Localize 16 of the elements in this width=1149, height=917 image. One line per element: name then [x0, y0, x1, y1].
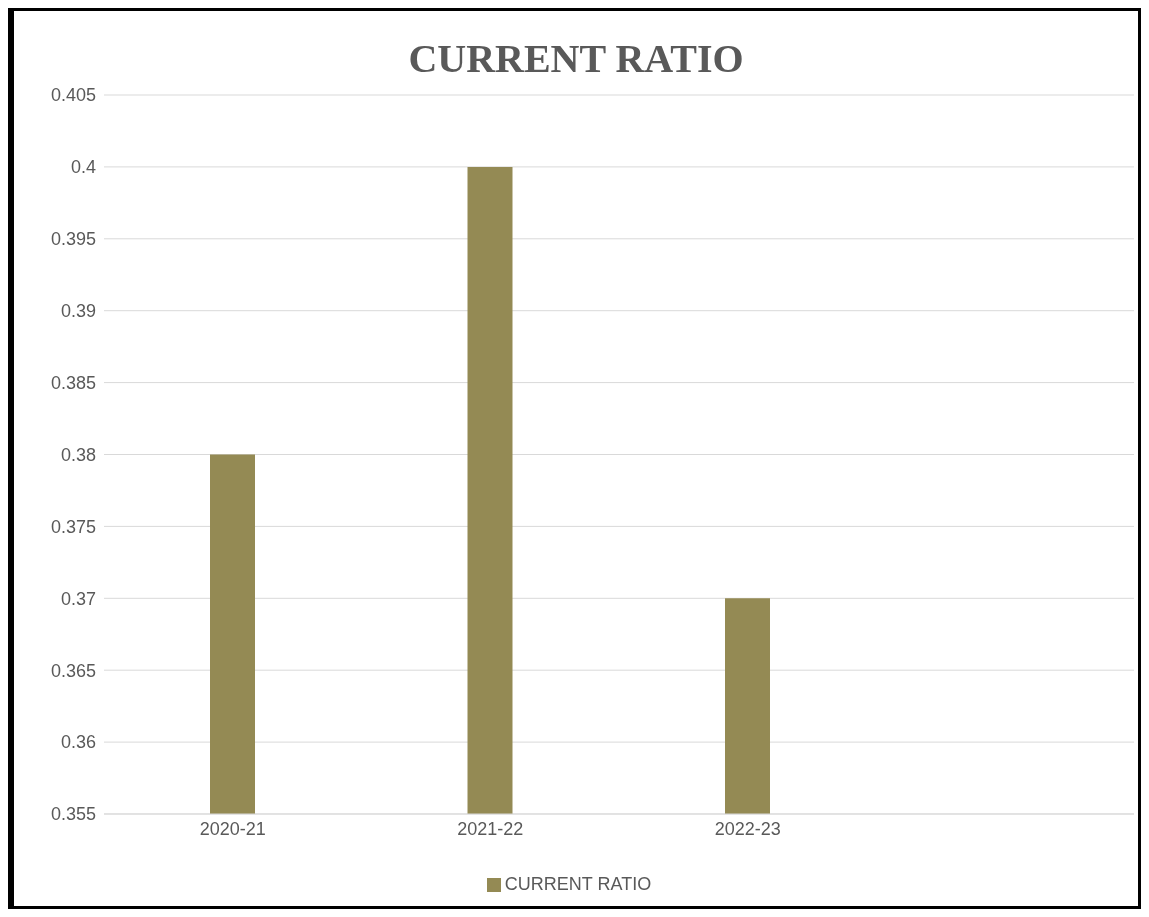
y-tick-label: 0.375: [50, 516, 96, 537]
y-tick-label: 0.395: [50, 229, 96, 250]
y-tick-label: 0.38: [60, 444, 96, 465]
x-tick-label: 2021-22: [457, 818, 524, 839]
y-tick-label: 0.365: [50, 660, 96, 681]
y-tick-label: 0.385: [50, 372, 96, 393]
x-tick-label: 2022-23: [714, 818, 781, 839]
y-tick-label: 0.37: [60, 588, 96, 609]
x-tick-label: 2020-21: [199, 818, 266, 839]
y-tick-label: 0.36: [60, 732, 96, 753]
chart-title: CURRENT RATIO: [407, 35, 745, 83]
y-tick-label: 0.405: [50, 85, 96, 106]
y-tick-label: 0.4: [70, 157, 96, 178]
legend-label: CURRENT RATIO: [504, 874, 652, 894]
y-tick-label: 0.355: [50, 804, 96, 825]
y-tick-label: 0.39: [60, 301, 96, 322]
